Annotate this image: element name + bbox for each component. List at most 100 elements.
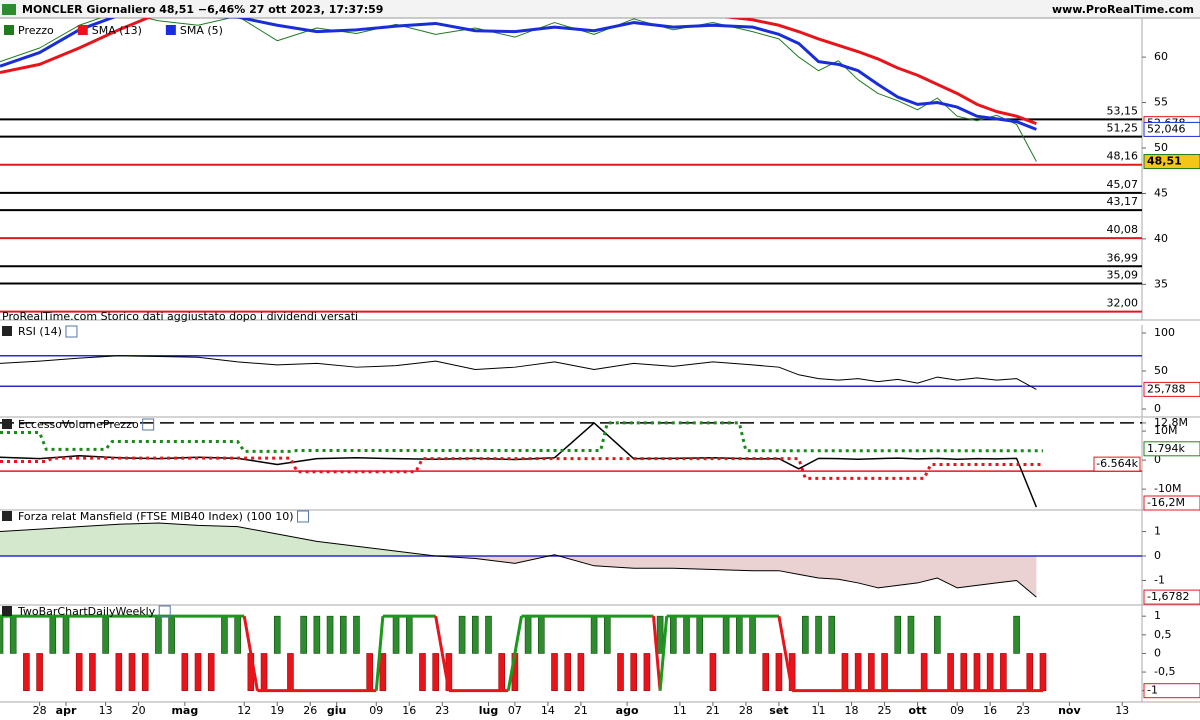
- bar: [577, 653, 585, 691]
- settings-icon[interactable]: [65, 325, 78, 338]
- series-line: [0, 522, 1037, 598]
- value-box: [1143, 441, 1200, 457]
- legend-label: SMA (5): [180, 24, 223, 37]
- bar: [907, 615, 915, 654]
- bar: [762, 653, 770, 691]
- bar: [630, 653, 638, 691]
- bar: [683, 615, 690, 654]
- area: [0, 522, 1037, 557]
- x-tick-label: 16: [983, 704, 997, 717]
- series-line: [0, 18, 1037, 131]
- value-box-label: -6.564k: [1096, 457, 1138, 470]
- value-box: [1143, 381, 1200, 397]
- x-tick-label: 13: [1115, 704, 1129, 717]
- bar: [23, 653, 30, 691]
- bar: [379, 653, 387, 691]
- level-label: 35,09: [1107, 269, 1139, 282]
- x-tick-label: lug: [479, 704, 498, 717]
- bar: [868, 653, 875, 691]
- bar: [604, 615, 611, 654]
- line-segment: [777, 615, 794, 691]
- plot-area: [0, 421, 1142, 508]
- value-box: [1143, 683, 1200, 699]
- line-segment: [506, 615, 523, 691]
- bar: [854, 653, 862, 691]
- bar: [181, 653, 189, 691]
- y-tick-label: 0: [1154, 402, 1161, 415]
- y-tick-label: 50: [1154, 141, 1168, 154]
- bar: [432, 653, 439, 691]
- bar: [115, 653, 123, 691]
- plot-area: [0, 614, 1047, 693]
- bar: [947, 653, 954, 691]
- x-tick-label: nov: [1058, 704, 1081, 717]
- bar: [168, 615, 175, 654]
- y-tick-label: 1: [1154, 609, 1161, 622]
- line-segment: [434, 615, 451, 691]
- level-label: 48,16: [1107, 150, 1139, 163]
- x-tick-label: 19: [270, 704, 284, 717]
- bar: [300, 615, 307, 654]
- bar: [102, 615, 109, 654]
- bar: [564, 653, 571, 691]
- bar: [617, 653, 624, 691]
- panel-title: EccessoVolumePrezzo: [18, 418, 139, 431]
- x-tick-label: 09: [369, 704, 383, 717]
- bar: [458, 615, 466, 654]
- series-line: [0, 355, 1037, 390]
- legend-label: Prezzo: [18, 24, 54, 37]
- bar: [656, 615, 664, 654]
- legend-swatch: [4, 25, 14, 35]
- bar: [736, 615, 743, 654]
- x-tick-label: 25: [878, 704, 892, 717]
- y-tick-label: 12,8M: [1154, 416, 1188, 429]
- x-tick-label: 11: [812, 704, 826, 717]
- plot-area: [0, 522, 1142, 598]
- bar: [1039, 653, 1047, 691]
- bar: [590, 615, 598, 654]
- value-box-label: 1.794k: [1147, 442, 1185, 455]
- bar: [920, 653, 928, 691]
- bar: [313, 615, 321, 654]
- bar: [1026, 653, 1034, 691]
- bar: [155, 615, 162, 654]
- series-line: [0, 18, 1037, 126]
- bar: [49, 615, 57, 654]
- value-box-label: 52,046: [1147, 122, 1186, 135]
- bar: [89, 653, 96, 691]
- panel-title-box: [2, 606, 12, 616]
- value-box-label: -1: [1147, 684, 1158, 697]
- y-tick-label: 45: [1154, 186, 1168, 199]
- x-tick-label: mag: [171, 704, 198, 717]
- bar: [934, 615, 941, 654]
- bar: [1013, 615, 1020, 654]
- y-tick-label: 0,5: [1154, 628, 1172, 641]
- bar: [128, 653, 136, 691]
- x-tick-label: 23: [1016, 704, 1030, 717]
- bar: [471, 615, 479, 654]
- bar: [670, 615, 677, 654]
- line-segment: [242, 615, 259, 691]
- value-box: [1093, 456, 1141, 472]
- y-tick-label: 35: [1154, 277, 1168, 290]
- bar: [0, 615, 4, 654]
- x-tick-label: 21: [574, 704, 588, 717]
- bar: [537, 615, 545, 654]
- settings-icon[interactable]: [142, 418, 155, 431]
- bar: [749, 615, 756, 654]
- y-tick-label: 0: [1154, 646, 1161, 659]
- level-label: 36,99: [1107, 251, 1139, 264]
- bar: [392, 615, 400, 654]
- bar: [141, 653, 149, 691]
- settings-icon[interactable]: [158, 605, 171, 618]
- y-tick-label: 10M: [1154, 424, 1178, 437]
- bar: [260, 653, 268, 691]
- line-segment: [374, 616, 385, 691]
- panel-note: ProRealTime.com Storico dati aggiustato …: [2, 310, 358, 323]
- settings-icon[interactable]: [297, 510, 310, 523]
- bar: [339, 615, 347, 654]
- y-tick-label: 1: [1154, 525, 1161, 538]
- bar: [815, 615, 822, 654]
- y-tick-label: 0: [1154, 549, 1161, 562]
